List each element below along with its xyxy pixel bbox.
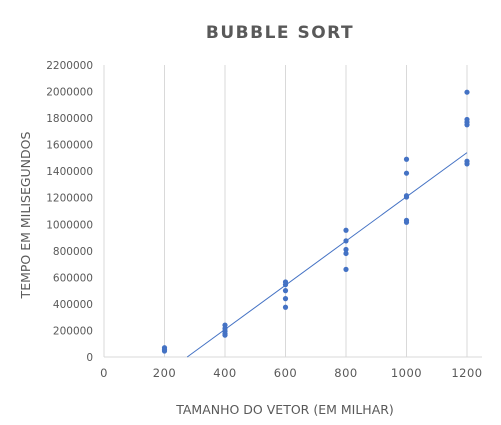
trendline — [186, 152, 468, 358]
data-point — [403, 170, 410, 176]
data-point — [282, 282, 289, 288]
y-tick-label: 1000000 — [46, 219, 93, 231]
data-point — [343, 238, 349, 244]
y-tick-label: 2000000 — [46, 87, 93, 99]
y-tick-label: 600000 — [53, 272, 93, 284]
data-point — [403, 219, 410, 225]
data-point — [464, 122, 470, 128]
x-tick-label: 400 — [213, 366, 236, 380]
x-tick-label: 1200 — [451, 366, 482, 380]
data-point — [161, 348, 168, 354]
y-tick-label: 1600000 — [46, 140, 93, 152]
plot-area: 0 200000 400000 600000 800000 1000000 1200000 1… — [46, 60, 482, 380]
data-point — [343, 227, 349, 233]
x-tick-label: 0 — [100, 366, 108, 380]
x-tick-label: 600 — [274, 366, 297, 380]
y-tick-label: 2200000 — [46, 60, 93, 72]
data-point — [343, 266, 349, 272]
y-tick-label: 1400000 — [46, 166, 93, 178]
chart-title: BUBBLE SORT — [206, 23, 354, 43]
data-point — [403, 194, 410, 200]
data-point — [282, 304, 289, 310]
y-tick-label: 400000 — [53, 299, 93, 311]
data-point — [343, 246, 349, 253]
data-point — [343, 250, 349, 257]
y-tick-label: 0 — [86, 352, 93, 364]
y-axis-title: TEMPO EM MILISEGUNDOS — [18, 132, 33, 300]
y-tick-label: 1800000 — [46, 113, 93, 125]
data-point — [464, 161, 470, 167]
y-tick-label: 200000 — [53, 325, 93, 337]
y-tick-label: 800000 — [53, 246, 93, 258]
y-tick-label: 1200000 — [46, 193, 93, 205]
data-point — [282, 288, 289, 294]
data-point — [403, 156, 410, 162]
x-axis-title: TAMANHO DO VETOR (EM MILHAR) — [175, 402, 394, 417]
data-point — [222, 332, 228, 338]
data-point — [464, 89, 470, 95]
x-tick-label: 800 — [334, 366, 357, 380]
data-point — [282, 296, 289, 302]
x-tick-label: 200 — [153, 366, 176, 380]
x-tick-label: 1000 — [391, 366, 422, 380]
